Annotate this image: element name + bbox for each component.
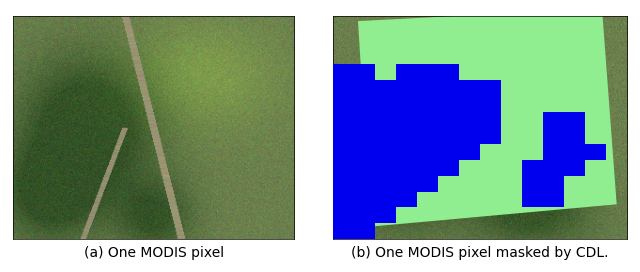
Bar	[417, 96, 438, 112]
Bar	[354, 191, 375, 208]
Bar	[480, 96, 501, 112]
Bar	[543, 176, 564, 191]
Bar	[396, 176, 417, 191]
Bar	[396, 128, 417, 144]
Bar	[396, 80, 417, 96]
Bar	[333, 112, 354, 128]
Bar	[438, 64, 459, 80]
Bar	[438, 80, 459, 96]
Bar	[417, 112, 438, 128]
Polygon shape	[358, 8, 617, 227]
Bar	[417, 128, 438, 144]
Bar	[354, 176, 375, 191]
Bar	[375, 80, 396, 96]
Bar	[333, 144, 354, 160]
Bar	[375, 191, 396, 208]
Bar	[438, 144, 459, 160]
Bar	[522, 160, 543, 176]
Bar	[543, 160, 564, 176]
Bar	[459, 80, 480, 96]
Bar	[396, 112, 417, 128]
Bar	[564, 112, 585, 128]
Bar	[354, 128, 375, 144]
Bar	[375, 112, 396, 128]
Bar	[333, 223, 354, 239]
Bar	[354, 144, 375, 160]
Bar	[396, 144, 417, 160]
Bar	[417, 64, 438, 80]
Bar	[417, 80, 438, 96]
Bar	[354, 223, 375, 239]
Bar	[480, 128, 501, 144]
Bar	[396, 96, 417, 112]
Bar	[375, 128, 396, 144]
Bar	[522, 191, 543, 208]
Bar	[459, 112, 480, 128]
Bar	[417, 160, 438, 176]
Bar	[396, 64, 417, 80]
X-axis label: (b) One MODIS pixel masked by CDL.: (b) One MODIS pixel masked by CDL.	[351, 246, 609, 260]
Bar	[375, 176, 396, 191]
Bar	[522, 176, 543, 191]
Bar	[354, 96, 375, 112]
Bar	[438, 112, 459, 128]
Bar	[396, 191, 417, 208]
Bar	[438, 128, 459, 144]
Bar	[459, 128, 480, 144]
Bar	[375, 144, 396, 160]
Bar	[438, 96, 459, 112]
Bar	[375, 208, 396, 223]
Bar	[480, 112, 501, 128]
Bar	[564, 128, 585, 144]
Bar	[543, 144, 564, 160]
Bar	[417, 144, 438, 160]
Bar	[354, 160, 375, 176]
Bar	[417, 176, 438, 191]
Bar	[333, 160, 354, 176]
Bar	[438, 160, 459, 176]
Bar	[333, 208, 354, 223]
Bar	[564, 160, 585, 176]
Bar	[585, 144, 606, 160]
Bar	[354, 112, 375, 128]
Bar	[333, 96, 354, 112]
Bar	[333, 191, 354, 208]
Bar	[543, 191, 564, 208]
Bar	[543, 112, 564, 128]
Bar	[333, 176, 354, 191]
Bar	[396, 160, 417, 176]
Bar	[564, 144, 585, 160]
Bar	[543, 128, 564, 144]
Bar	[333, 128, 354, 144]
Bar	[354, 64, 375, 80]
Bar	[354, 208, 375, 223]
Bar	[333, 80, 354, 96]
Bar	[333, 64, 354, 80]
X-axis label: (a) One MODIS pixel: (a) One MODIS pixel	[84, 246, 223, 260]
Bar	[375, 96, 396, 112]
Bar	[375, 160, 396, 176]
Bar	[480, 80, 501, 96]
Bar	[354, 80, 375, 96]
Bar	[459, 96, 480, 112]
Bar	[459, 144, 480, 160]
